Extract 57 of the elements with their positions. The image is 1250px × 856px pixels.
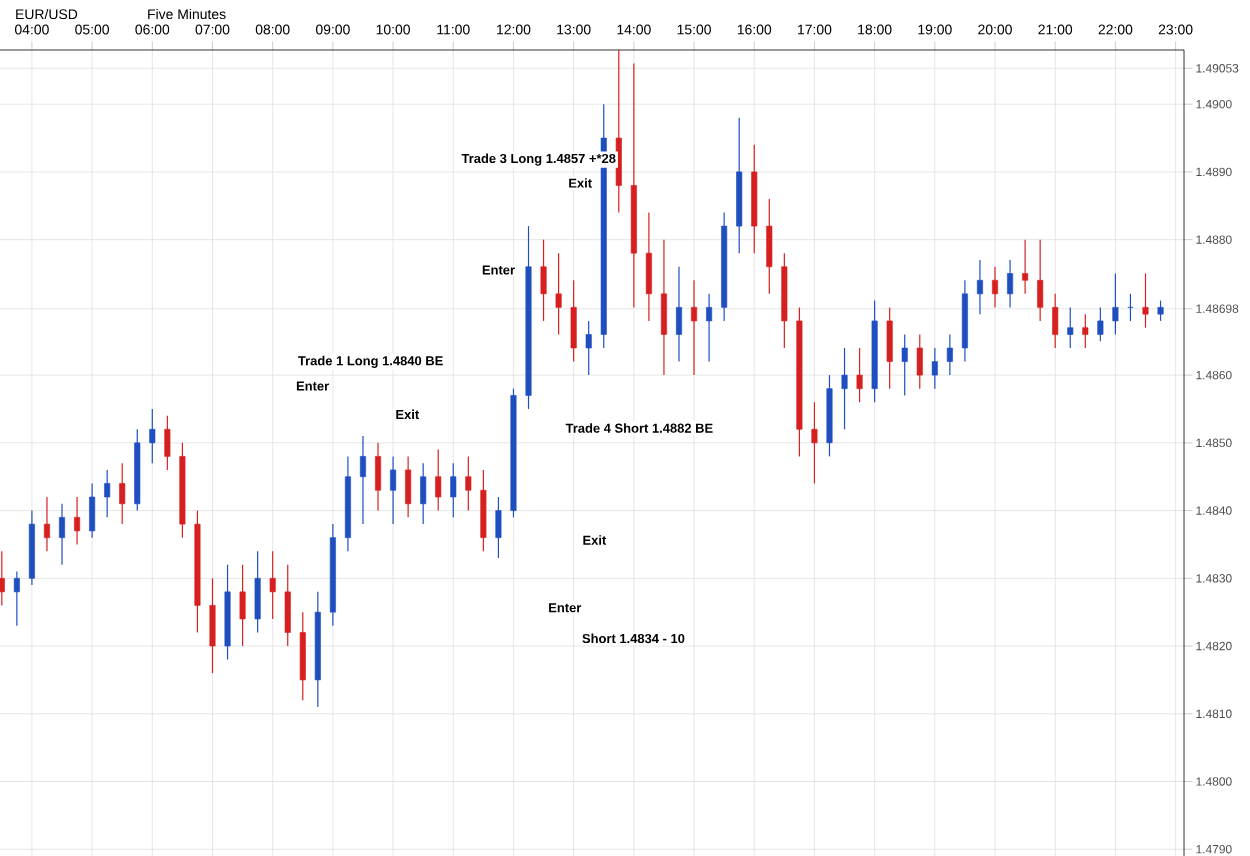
candlestick (1097, 306, 1104, 342)
candlestick (675, 266, 683, 363)
candlestick (1067, 306, 1074, 349)
candlestick (480, 469, 487, 552)
candlestick (811, 401, 818, 485)
candlestick (540, 239, 547, 322)
candlestick (1112, 272, 1119, 336)
candlestick (615, 49, 622, 214)
candlestick (254, 550, 261, 634)
candlestick (931, 347, 938, 390)
candlestick (0, 550, 5, 606)
candlestick (465, 455, 472, 512)
candlestick (992, 266, 999, 308)
candlestick (691, 279, 698, 376)
candlestick (901, 333, 908, 397)
candlestick (660, 239, 667, 376)
candlestick (284, 564, 291, 647)
candlestick (13, 570, 20, 627)
candlestick (570, 279, 577, 363)
candlestick (43, 496, 50, 552)
candlestick (59, 503, 66, 566)
candlestick (359, 435, 366, 525)
candlestick (299, 611, 306, 701)
candlestick (916, 333, 923, 390)
candlestick (706, 293, 713, 363)
candlestick (976, 259, 983, 315)
candlestick (89, 482, 96, 539)
candlestick (74, 496, 81, 546)
candlestick (149, 408, 156, 464)
candlestick (585, 320, 592, 376)
candlestick (1022, 239, 1029, 295)
candlestick (420, 462, 427, 525)
candlestick (886, 306, 893, 390)
candlestick (1052, 293, 1059, 349)
candlestick (946, 333, 953, 376)
candlestick (104, 469, 111, 518)
candlestick (1082, 313, 1089, 349)
candlestick (1007, 259, 1014, 308)
candlestick (209, 577, 216, 674)
candlestick (435, 449, 442, 512)
candlestick (119, 462, 126, 525)
candlestick (1142, 272, 1149, 329)
candlestick (645, 211, 652, 322)
candlestick (856, 347, 863, 403)
candlestick (495, 496, 502, 559)
candlestick (405, 455, 412, 518)
candlestick (375, 442, 382, 512)
candlestick (1157, 300, 1164, 322)
candlestick (239, 564, 246, 647)
candlestick (555, 252, 562, 336)
candlestick (766, 198, 773, 295)
candlestick (450, 462, 457, 518)
candlestick (164, 415, 171, 471)
candlestick (1037, 239, 1044, 322)
candlestick (269, 550, 276, 620)
candlestick (841, 347, 848, 430)
candlestick (390, 455, 397, 525)
